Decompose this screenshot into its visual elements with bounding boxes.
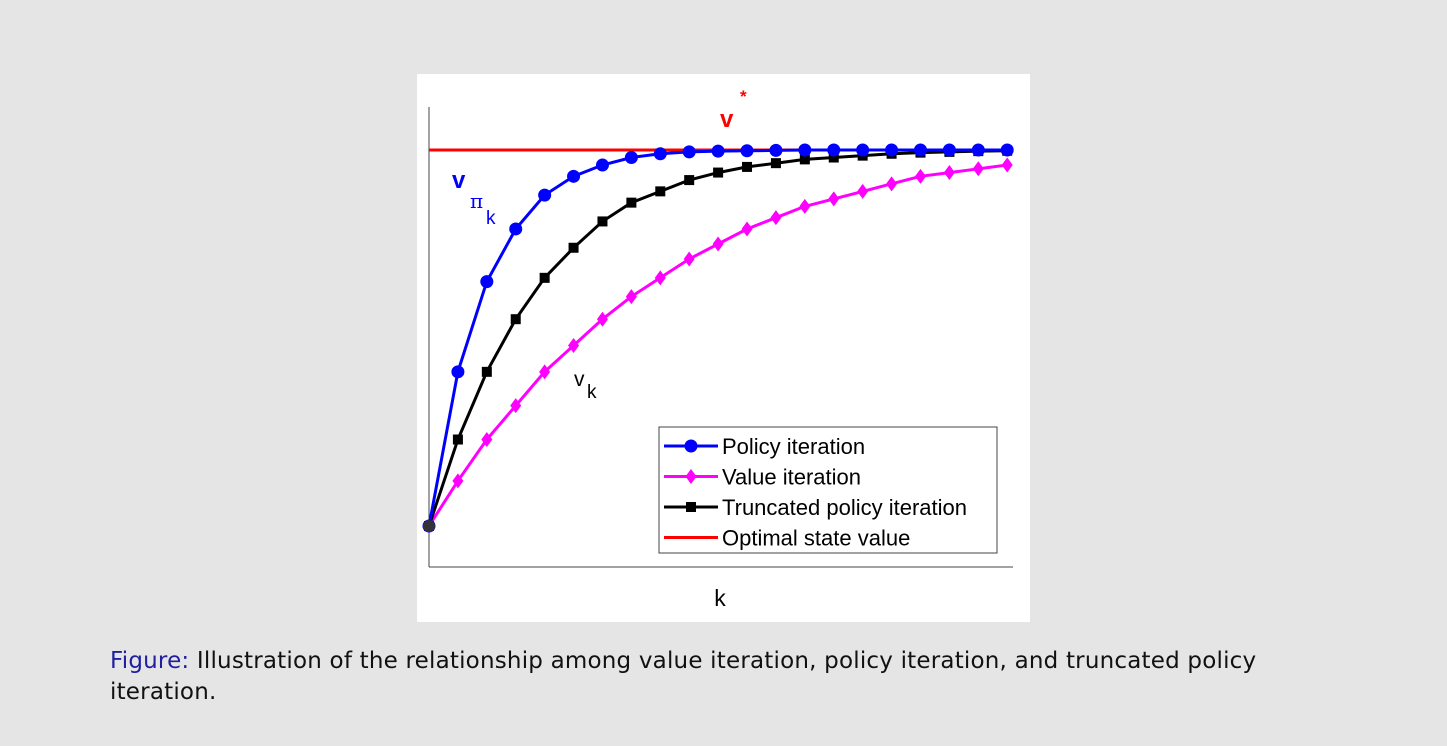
policy-iteration-point <box>971 143 985 157</box>
value-iteration-point <box>625 289 637 305</box>
policy-iteration-point <box>942 143 956 157</box>
vstar-annotation: v <box>720 106 734 133</box>
value-iteration-point <box>539 364 551 380</box>
caption-text: Illustration of the relationship among v… <box>110 648 1257 705</box>
value-iteration-point <box>654 270 666 286</box>
policy-iteration-point <box>595 158 609 172</box>
policy-iteration-point <box>480 275 494 289</box>
policy-iteration-point <box>624 151 638 165</box>
vpi-subsubscript: k <box>486 208 496 229</box>
value-iteration-point <box>943 165 955 181</box>
truncated-policy-iteration-point <box>510 314 521 325</box>
value-iteration-point <box>452 473 464 489</box>
value-iteration-point <box>712 236 724 252</box>
policy-iteration-point <box>769 143 783 157</box>
truncated-policy-iteration-point <box>452 434 463 445</box>
value-iteration-point <box>481 432 493 448</box>
policy-iteration-point <box>538 188 552 202</box>
origin-point <box>423 520 435 532</box>
truncated-policy-iteration-point <box>770 158 781 169</box>
value-iteration-point <box>914 168 926 184</box>
policy-iteration-point <box>1000 143 1014 157</box>
value-iteration-point <box>568 338 580 354</box>
vstar-superscript: * <box>740 87 747 106</box>
truncated-policy-iteration-point <box>799 154 810 165</box>
policy-iteration-point <box>567 169 581 183</box>
policy-iteration-point <box>827 143 841 157</box>
policy-iteration-point <box>740 144 754 158</box>
legend-label-value-iteration: Value iteration <box>722 465 861 490</box>
truncated-policy-iteration-point <box>655 186 666 197</box>
value-iteration-point <box>596 311 608 327</box>
legend-label-optimal-state-value: Optimal state value <box>722 526 910 551</box>
value-iteration-point <box>741 221 753 237</box>
truncated-policy-iteration-point <box>481 366 492 377</box>
figure-caption: Figure: Illustration of the relationship… <box>110 646 1290 708</box>
truncated-policy-iteration-point <box>626 197 637 208</box>
legend-label-policy-iteration: Policy iteration <box>722 434 865 459</box>
policy-iteration-point <box>798 143 812 157</box>
truncated-policy-iteration-point <box>539 272 550 283</box>
truncated-policy-iteration-point <box>597 216 608 227</box>
series-layer <box>422 143 1014 534</box>
legend-marker-policy-iteration <box>684 439 698 453</box>
truncated-policy-iteration-point <box>713 167 724 178</box>
legend: Policy iteration Value iteration Truncated… <box>658 426 998 554</box>
truncated-policy-iteration-point <box>684 175 695 186</box>
policy-iteration-point <box>451 365 465 379</box>
legend-box <box>658 426 998 554</box>
legend-label-truncated-policy-iteration: Truncated policy iteration <box>722 495 967 520</box>
value-iteration-point <box>857 183 869 199</box>
legend-marker-truncated-policy-iteration <box>686 502 696 512</box>
caption-label: Figure: <box>110 648 190 674</box>
value-iteration-point <box>972 161 984 177</box>
vk-annotation: v <box>574 368 585 391</box>
value-iteration-point <box>1001 157 1013 173</box>
vpi-annotation: v <box>452 167 466 194</box>
value-iteration-point <box>510 398 522 414</box>
value-iteration-point <box>828 191 840 207</box>
value-iteration-point <box>799 198 811 214</box>
line-chart: v * v π k v k k Policy iteration Value it… <box>422 87 1014 611</box>
vpi-subscript: π <box>470 189 483 213</box>
policy-iteration-point <box>653 147 667 161</box>
value-iteration-point <box>886 176 898 192</box>
truncated-policy-iteration-point <box>568 242 579 253</box>
x-axis-label: k <box>714 585 726 611</box>
truncated-policy-iteration-point <box>742 161 753 172</box>
policy-iteration-point <box>711 144 725 158</box>
policy-iteration-point <box>856 143 870 157</box>
figure-panel: v * v π k v k k Policy iteration Value it… <box>417 74 1030 622</box>
vk-subscript: k <box>587 382 597 403</box>
legend-marker-value-iteration <box>685 469 697 484</box>
truncated-policy-iteration-point <box>828 152 839 163</box>
value-iteration-point <box>770 210 782 226</box>
policy-iteration-point <box>913 143 927 157</box>
policy-iteration-point <box>885 143 899 157</box>
policy-iteration-point <box>682 145 696 159</box>
policy-iteration-point <box>509 222 523 236</box>
value-iteration-point <box>683 251 695 267</box>
